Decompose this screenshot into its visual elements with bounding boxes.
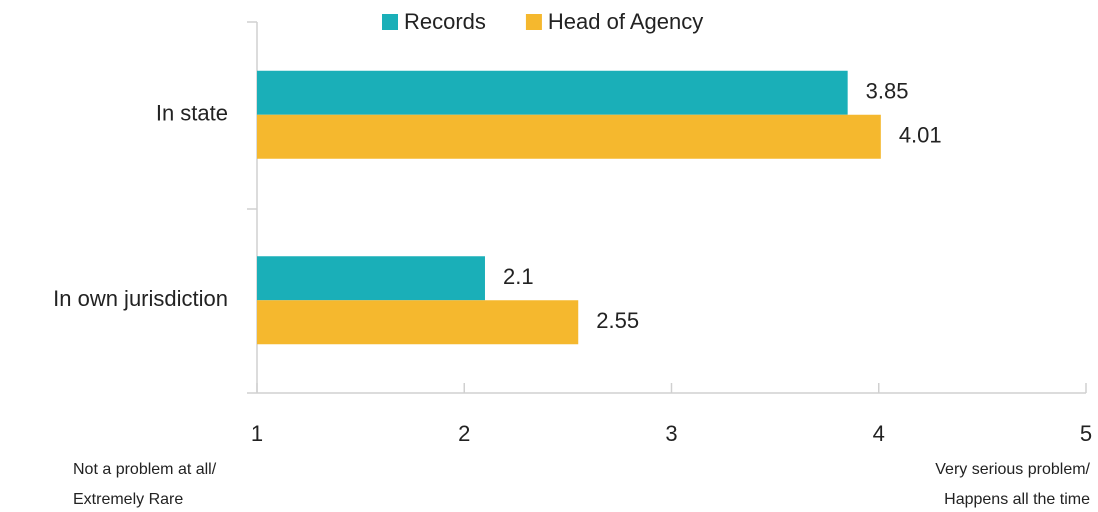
bar xyxy=(257,256,485,301)
x-tick-label: 2 xyxy=(458,421,470,446)
axis-annotation: Not a problem at all/ xyxy=(73,461,217,478)
x-tick-label: 5 xyxy=(1080,421,1092,446)
value-label: 3.85 xyxy=(866,79,909,104)
value-label: 4.01 xyxy=(899,123,942,148)
axis-annotation: Extremely Rare xyxy=(73,491,183,508)
x-tick-label: 3 xyxy=(665,421,677,446)
x-tick-label: 4 xyxy=(873,421,885,446)
x-tick-label: 1 xyxy=(251,421,263,446)
axis-annotation: Happens all the time xyxy=(944,491,1090,508)
bar xyxy=(257,70,848,115)
category-label: In state xyxy=(156,101,228,126)
bar xyxy=(257,300,579,345)
value-label: 2.55 xyxy=(596,308,639,333)
category-label: In own jurisdiction xyxy=(53,286,228,311)
legend-label: Head of Agency xyxy=(548,9,703,34)
legend-label: Records xyxy=(404,9,486,34)
value-label: 2.1 xyxy=(503,264,534,289)
legend-swatch xyxy=(525,14,542,30)
legend-swatch xyxy=(382,14,398,30)
bar xyxy=(257,114,881,159)
axis-annotation: Very serious problem/ xyxy=(935,461,1090,478)
